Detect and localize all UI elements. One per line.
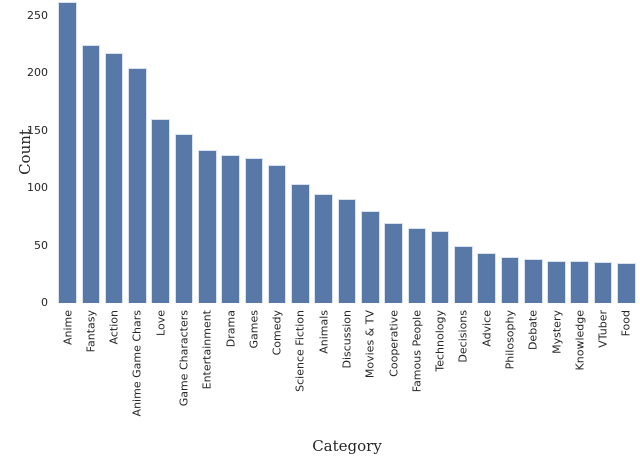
y-tick-label: 200 (27, 66, 48, 80)
x-tick-label: Debate (526, 310, 540, 351)
bar (58, 2, 77, 303)
x-tick-label: Philosophy (503, 310, 517, 370)
bar (81, 44, 101, 303)
x-tick-label: Animals (317, 310, 331, 354)
x-tick-label: Anime (61, 310, 75, 346)
plot-area (56, 0, 638, 303)
x-tick-label: Technology (433, 310, 447, 372)
x-tick-label: Drama (224, 310, 238, 348)
x-tick-label: VTuber (596, 310, 610, 348)
y-tick-label: 0 (41, 296, 48, 309)
bar (221, 154, 240, 303)
bar (151, 119, 171, 303)
bar (523, 259, 543, 303)
bar (314, 193, 334, 303)
bar (430, 230, 450, 303)
x-tick-label: Comedy (270, 310, 284, 356)
x-tick-label: Advice (480, 310, 494, 347)
bar (593, 261, 613, 303)
bar (570, 260, 590, 303)
y-tick-label: 250 (27, 9, 48, 23)
bar (617, 262, 636, 303)
x-tick-label: Cooperative (387, 310, 401, 377)
bar (104, 52, 124, 303)
bar (198, 150, 217, 303)
bar (407, 228, 427, 303)
y-tick-label: 50 (34, 238, 48, 252)
x-tick-label: Action (107, 310, 121, 345)
bar (291, 183, 310, 303)
x-tick-label: Food (619, 310, 633, 337)
x-tick-label: Movies & TV (363, 310, 377, 379)
x-axis-title: Category (312, 437, 382, 455)
x-tick-label: Games (247, 310, 261, 349)
bar (384, 222, 403, 303)
x-tick-label: Knowledge (573, 310, 587, 371)
x-tick-label: Entertainment (200, 310, 214, 390)
x-tick-label: Discussion (340, 310, 354, 369)
y-axis-title: Count (15, 129, 34, 175)
bar (337, 198, 357, 303)
bar (360, 211, 380, 303)
bar (547, 260, 566, 303)
bar (267, 165, 287, 303)
bar (500, 257, 520, 303)
y-tick-label: 100 (27, 181, 48, 195)
bar (454, 245, 473, 303)
x-tick-label: Fantasy (84, 310, 98, 353)
x-tick-label: Decisions (456, 310, 470, 363)
x-tick-label: Anime Game Chars (130, 310, 144, 417)
x-tick-label: Game Characters (177, 310, 191, 407)
bar (477, 252, 496, 303)
bar (174, 134, 194, 303)
bar (244, 158, 264, 303)
x-tick-label: Mystery (550, 310, 564, 354)
x-tick-label: Love (154, 310, 168, 336)
x-tick-label: Science Fiction (293, 310, 307, 392)
bar (128, 67, 147, 303)
x-tick-label: Famous People (410, 310, 424, 393)
y-tick-label: 150 (27, 123, 48, 137)
